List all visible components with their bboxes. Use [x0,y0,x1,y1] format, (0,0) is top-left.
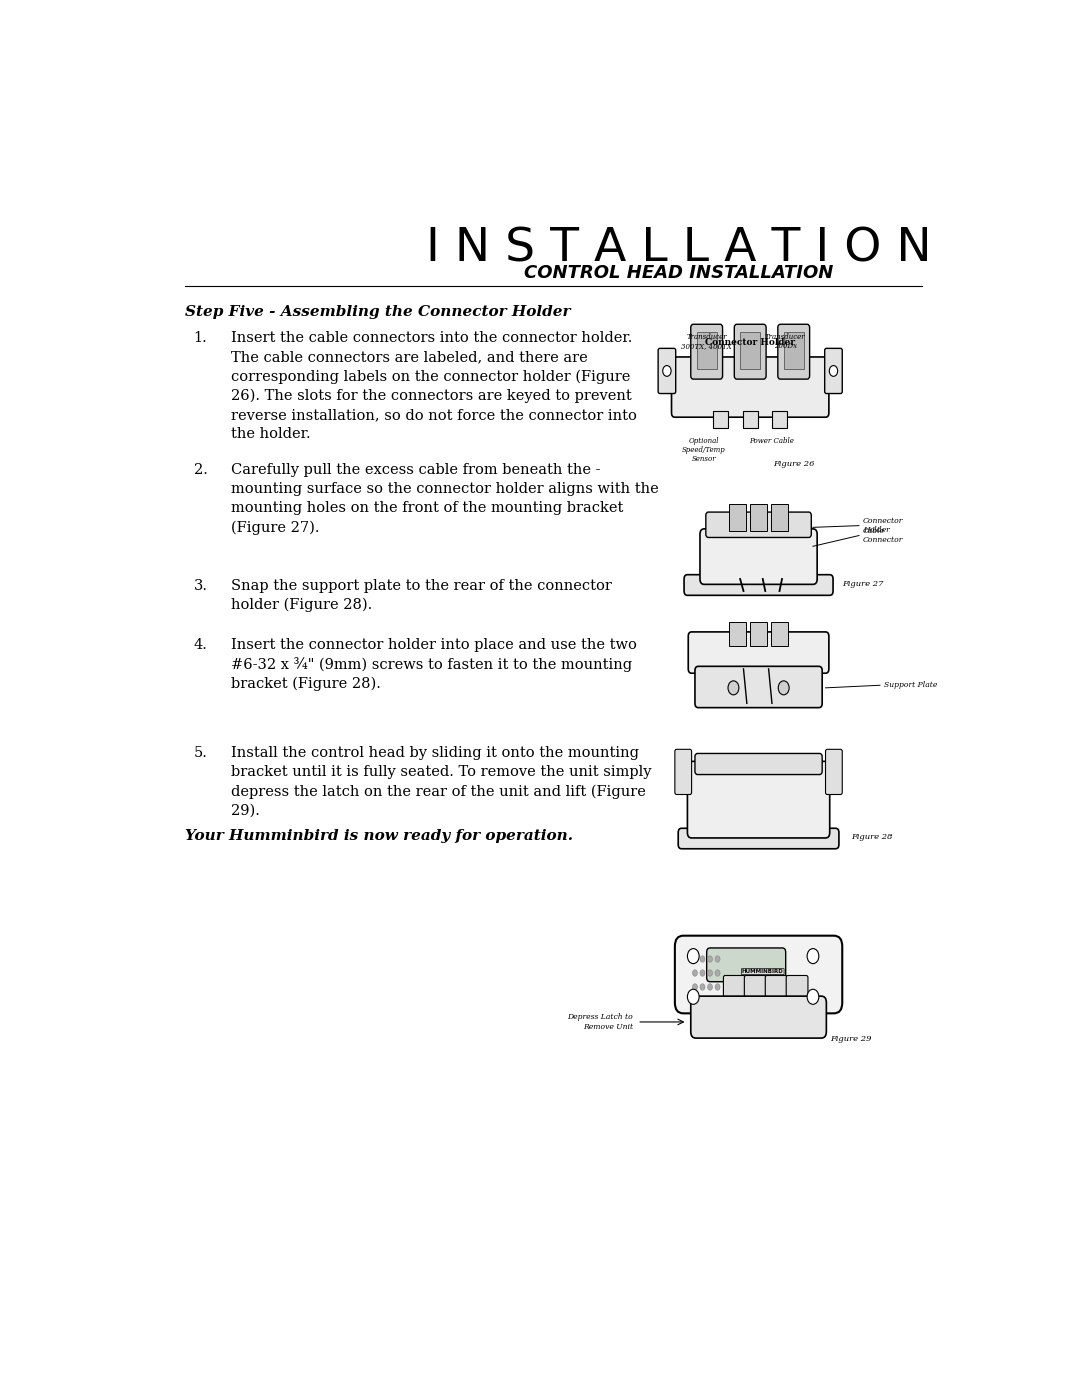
FancyBboxPatch shape [734,324,766,379]
Bar [743,411,758,427]
FancyBboxPatch shape [706,949,785,982]
Circle shape [715,1011,720,1018]
Circle shape [829,366,838,376]
Circle shape [807,989,819,1004]
FancyBboxPatch shape [694,666,822,708]
Text: CONTROL HEAD INSTALLATION: CONTROL HEAD INSTALLATION [525,264,834,282]
Text: 3.: 3. [193,578,207,592]
FancyBboxPatch shape [691,996,826,1038]
Circle shape [728,680,739,694]
Circle shape [700,956,705,963]
Bar [751,622,767,645]
Circle shape [707,970,713,977]
Circle shape [687,949,699,964]
Circle shape [700,983,705,990]
Text: 5.: 5. [193,746,207,760]
Circle shape [715,956,720,963]
FancyBboxPatch shape [675,936,842,1013]
FancyBboxPatch shape [778,324,810,379]
FancyBboxPatch shape [691,324,723,379]
Text: Connector Holder: Connector Holder [705,338,795,346]
Text: Transducer
300TX, 400TX: Transducer 300TX, 400TX [681,332,732,351]
Circle shape [700,1011,705,1018]
FancyBboxPatch shape [724,975,745,997]
Circle shape [692,983,698,990]
FancyBboxPatch shape [675,749,691,795]
Text: Figure 29: Figure 29 [829,1035,872,1044]
Text: HUMMINBIRD: HUMMINBIRD [742,970,784,974]
Bar [784,332,804,369]
Circle shape [715,997,720,1004]
FancyBboxPatch shape [672,358,828,418]
FancyBboxPatch shape [700,529,818,584]
Circle shape [700,997,705,1004]
FancyBboxPatch shape [688,761,829,838]
Text: Insert the connector holder into place and use the two
#6-32 x ¾" (9mm) screws t: Insert the connector holder into place a… [231,637,637,692]
FancyBboxPatch shape [706,513,811,538]
FancyBboxPatch shape [678,828,839,849]
Circle shape [807,949,819,964]
Text: Figure 27: Figure 27 [842,580,883,588]
FancyBboxPatch shape [766,975,787,997]
Circle shape [687,989,699,1004]
FancyBboxPatch shape [684,574,833,595]
Text: Optional
Speed/Temp
Sensor: Optional Speed/Temp Sensor [683,437,726,462]
Text: Power Cable: Power Cable [748,437,794,444]
Text: Figure 28: Figure 28 [851,833,892,841]
Text: 1.: 1. [193,331,207,345]
Bar [740,332,760,369]
Text: Step Five - Assembling the Connector Holder: Step Five - Assembling the Connector Hol… [186,306,570,320]
FancyBboxPatch shape [744,975,766,997]
FancyBboxPatch shape [786,975,808,997]
Text: 2.: 2. [193,464,207,478]
Circle shape [715,970,720,977]
Bar [771,622,788,645]
Bar [714,411,728,427]
FancyBboxPatch shape [658,348,676,394]
FancyBboxPatch shape [694,753,822,774]
Text: Support Plate: Support Plate [885,682,937,689]
Text: Connector
Holder: Connector Holder [863,517,904,534]
Text: 4.: 4. [193,637,207,652]
Text: Insert the cable connectors into the connector holder.
The cable connectors are : Insert the cable connectors into the con… [231,331,637,441]
Text: Carefully pull the excess cable from beneath the -
mounting surface so the conne: Carefully pull the excess cable from ben… [231,464,659,535]
Bar [751,504,767,531]
Circle shape [700,970,705,977]
Text: Figure 26: Figure 26 [773,460,814,468]
Circle shape [707,983,713,990]
Circle shape [779,680,789,694]
Bar [772,411,787,427]
Text: Snap the support plate to the rear of the connector
holder (Figure 28).: Snap the support plate to the rear of th… [231,578,612,612]
Text: Transducer
200Dx: Transducer 200Dx [765,332,806,351]
Circle shape [692,970,698,977]
Text: Depress Latch to
Remove Unit: Depress Latch to Remove Unit [567,1013,633,1031]
FancyBboxPatch shape [825,348,842,394]
Circle shape [692,1011,698,1018]
Bar [771,504,788,531]
FancyBboxPatch shape [825,749,842,795]
Text: Install the control head by sliding it onto the mounting
bracket until it is ful: Install the control head by sliding it o… [231,746,651,817]
Text: Your Humminbird is now ready for operation.: Your Humminbird is now ready for operati… [186,830,573,844]
Bar [697,332,717,369]
Bar [729,504,746,531]
Circle shape [663,366,671,376]
Bar [729,622,746,645]
Circle shape [692,956,698,963]
Circle shape [707,956,713,963]
Circle shape [707,997,713,1004]
Circle shape [715,983,720,990]
Circle shape [692,997,698,1004]
Circle shape [707,1011,713,1018]
FancyBboxPatch shape [688,631,828,673]
Text: I N S T A L L A T I O N: I N S T A L L A T I O N [427,226,932,272]
Text: Cable
Connector: Cable Connector [863,527,904,543]
